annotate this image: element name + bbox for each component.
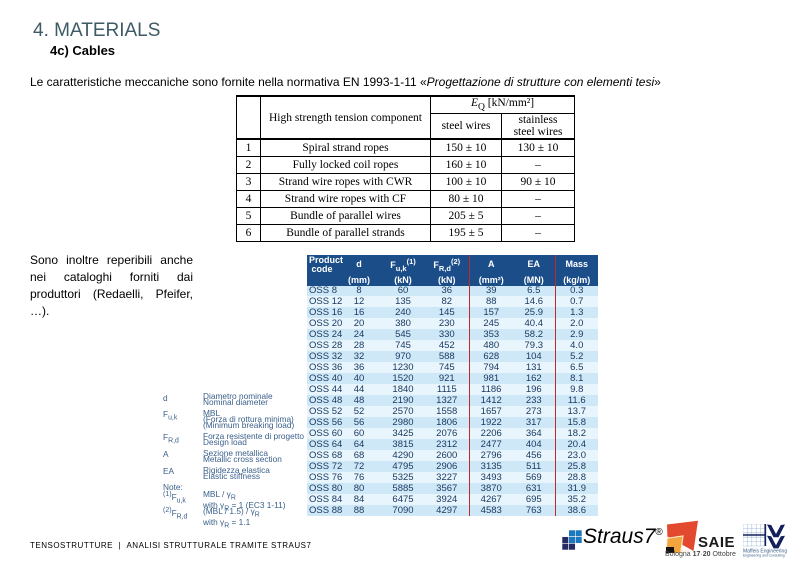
svg-text:Engineering and Consulting: Engineering and Consulting (743, 554, 785, 558)
